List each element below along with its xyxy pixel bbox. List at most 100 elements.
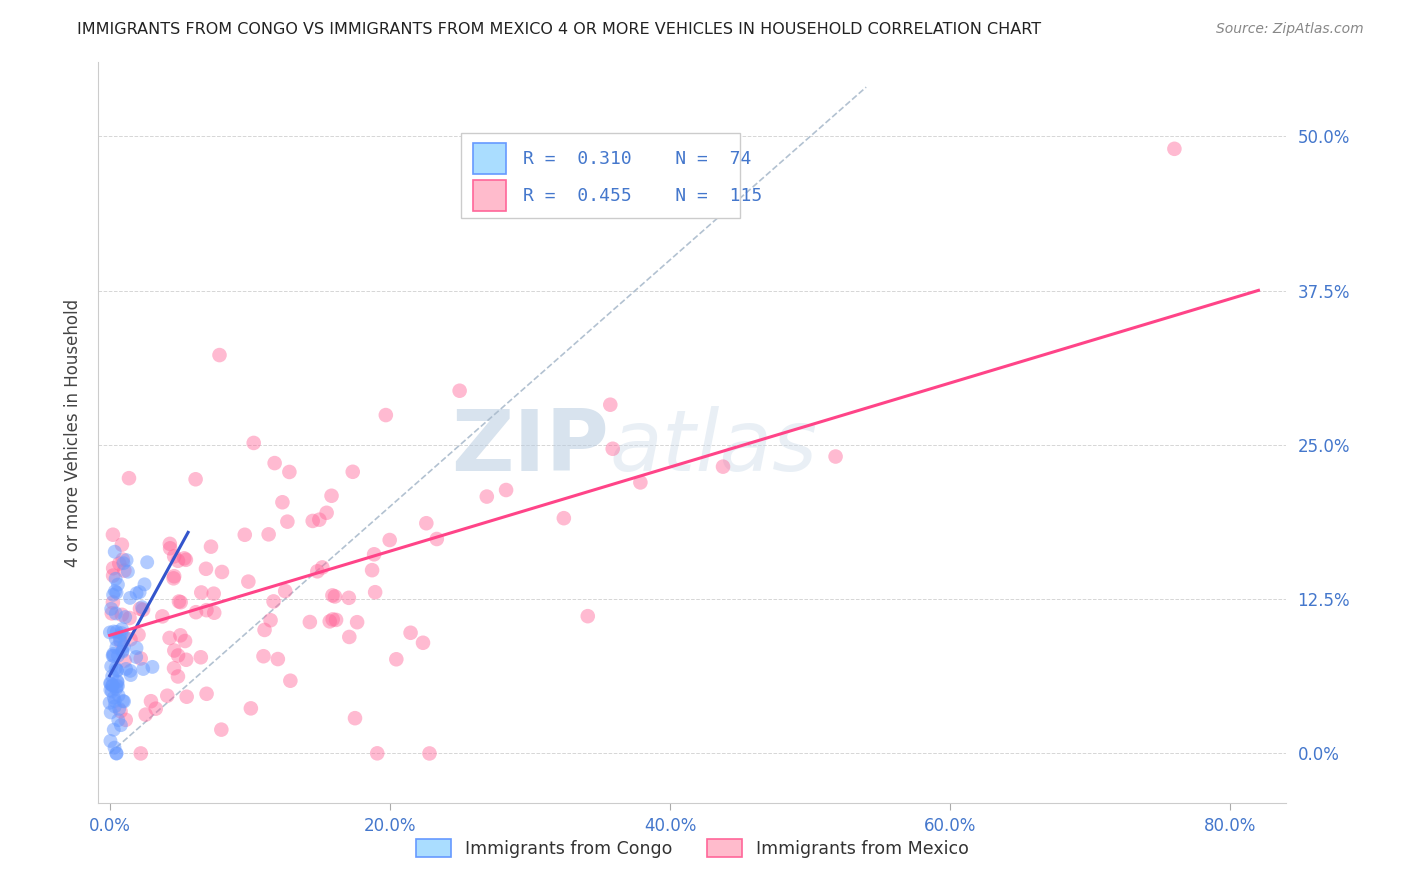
Immigrants from Mexico [315, 506, 337, 520]
Immigrants from Mexico [253, 623, 276, 637]
Text: IMMIGRANTS FROM CONGO VS IMMIGRANTS FROM MEXICO 4 OR MORE VEHICLES IN HOUSEHOLD : IMMIGRANTS FROM CONGO VS IMMIGRANTS FROM… [77, 22, 1042, 37]
Immigrants from Mexico [150, 609, 173, 624]
Bar [472, 180, 506, 211]
Immigrants from Congo [107, 577, 129, 591]
Immigrants from Congo [105, 747, 128, 761]
Immigrants from Mexico [378, 533, 401, 547]
Immigrants from Mexico [475, 490, 498, 504]
Immigrants from Mexico [129, 651, 152, 665]
Immigrants from Congo [111, 694, 134, 708]
Immigrants from Mexico [308, 513, 330, 527]
Immigrants from Mexico [163, 549, 186, 564]
Immigrants from Mexico [114, 713, 136, 727]
Immigrants from Congo [104, 694, 127, 708]
Immigrants from Mexico [263, 594, 285, 608]
Immigrants from Mexico [711, 459, 734, 474]
Immigrants from Mexico [337, 630, 360, 644]
Immigrants from Congo [136, 555, 159, 569]
Immigrants from Mexico [363, 547, 385, 561]
Immigrants from Mexico [209, 723, 232, 737]
Immigrants from Congo [108, 632, 131, 647]
Immigrants from Mexico [426, 532, 449, 546]
Immigrants from Mexico [263, 456, 285, 470]
Text: R =  0.455    N =  115: R = 0.455 N = 115 [523, 186, 762, 204]
Immigrants from Congo [125, 586, 148, 600]
Immigrants from Mexico [576, 609, 599, 624]
Immigrants from Congo [101, 648, 124, 663]
Immigrants from Mexico [323, 590, 346, 604]
Immigrants from Mexico [325, 613, 347, 627]
Y-axis label: 4 or more Vehicles in Household: 4 or more Vehicles in Household [65, 299, 83, 566]
Immigrants from Congo [100, 734, 122, 748]
Immigrants from Mexico [374, 408, 396, 422]
Immigrants from Congo [101, 679, 124, 693]
Immigrants from Mexico [824, 450, 846, 464]
Immigrants from Congo [131, 600, 153, 615]
Immigrants from Congo [104, 632, 127, 647]
Immigrants from Congo [134, 577, 156, 591]
Immigrants from Congo [107, 713, 129, 727]
Immigrants from Mexico [200, 540, 222, 554]
Immigrants from Mexico [412, 636, 434, 650]
Immigrants from Congo [107, 648, 129, 663]
Immigrants from Mexico [145, 701, 167, 715]
Immigrants from Mexico [298, 615, 321, 629]
Immigrants from Mexico [190, 650, 212, 665]
Immigrants from Mexico [118, 611, 141, 625]
Immigrants from Congo [103, 723, 125, 737]
Immigrants from Congo [105, 664, 128, 678]
Immigrants from Congo [101, 684, 124, 698]
FancyBboxPatch shape [461, 133, 740, 218]
Immigrants from Congo [104, 699, 127, 714]
Immigrants from Congo [98, 696, 121, 710]
Immigrants from Congo [108, 629, 131, 643]
Immigrants from Mexico [176, 690, 198, 704]
Immigrants from Mexico [159, 537, 181, 551]
Immigrants from Mexico [195, 562, 218, 576]
Immigrants from Congo [103, 690, 125, 705]
Immigrants from Mexico [202, 606, 225, 620]
Immigrants from Congo [104, 572, 127, 586]
Immigrants from Congo [98, 625, 121, 640]
Immigrants from Mexico [128, 628, 150, 642]
Immigrants from Congo [104, 545, 127, 559]
Immigrants from Congo [117, 565, 139, 579]
Immigrants from Mexico [602, 442, 624, 456]
Immigrants from Congo [112, 640, 135, 654]
Immigrants from Mexico [271, 495, 294, 509]
Immigrants from Mexico [385, 652, 408, 666]
Immigrants from Mexico [163, 643, 186, 657]
Legend: Immigrants from Congo, Immigrants from Mexico: Immigrants from Congo, Immigrants from M… [409, 832, 976, 864]
Immigrants from Mexico [1163, 142, 1185, 156]
Immigrants from Mexico [111, 552, 134, 566]
Immigrants from Congo [111, 645, 134, 659]
Immigrants from Mexico [132, 603, 155, 617]
Immigrants from Congo [105, 674, 128, 689]
Immigrants from Mexico [399, 625, 422, 640]
Immigrants from Mexico [195, 603, 218, 617]
Immigrants from Mexico [167, 594, 190, 608]
Immigrants from Mexico [364, 585, 387, 599]
Immigrants from Congo [114, 630, 136, 644]
Immigrants from Congo [103, 648, 125, 663]
Immigrants from Congo [103, 647, 125, 661]
Immigrants from Congo [104, 607, 127, 621]
Immigrants from Congo [101, 588, 124, 602]
Immigrants from Congo [141, 660, 163, 674]
Immigrants from Congo [105, 640, 128, 655]
Immigrants from Congo [132, 662, 155, 676]
Immigrants from Mexico [202, 587, 225, 601]
Immigrants from Mexico [129, 747, 152, 761]
Immigrants from Congo [98, 676, 121, 690]
Immigrants from Congo [105, 624, 128, 639]
Immigrants from Congo [118, 591, 141, 605]
Immigrants from Mexico [361, 563, 384, 577]
Immigrants from Mexico [233, 528, 256, 542]
Immigrants from Mexico [449, 384, 471, 398]
Immigrants from Mexico [162, 571, 184, 585]
Text: atlas: atlas [609, 406, 817, 489]
Immigrants from Mexico [257, 527, 280, 541]
Immigrants from Mexico [101, 561, 124, 575]
Immigrants from Mexico [174, 653, 197, 667]
Immigrants from Mexico [276, 515, 298, 529]
